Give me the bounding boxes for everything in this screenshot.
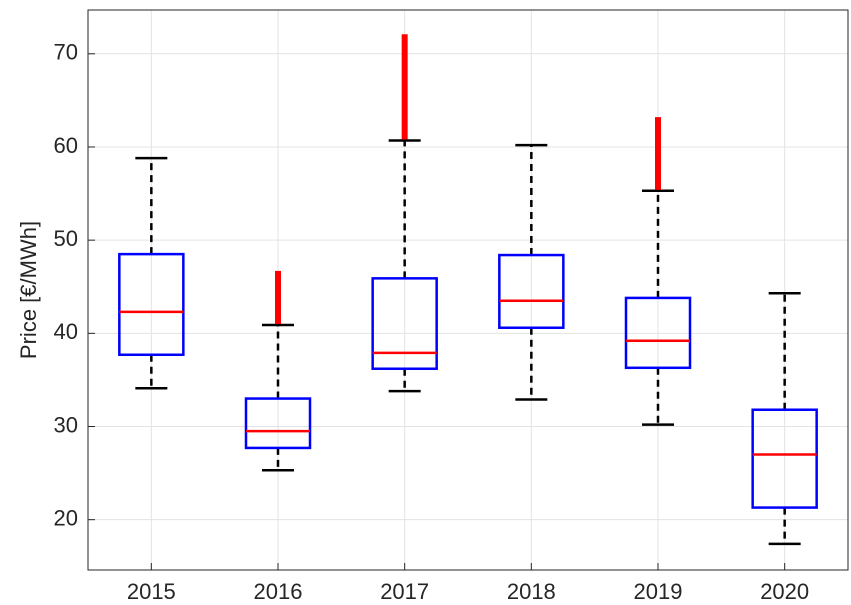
- y-tick-label: 50: [54, 226, 78, 251]
- box: [751, 408, 818, 509]
- x-tick-label: 2016: [254, 579, 303, 604]
- x-tick-label: 2015: [127, 579, 176, 604]
- box: [118, 252, 185, 357]
- box: [624, 296, 692, 370]
- box: [244, 397, 312, 450]
- y-tick-label: 70: [54, 40, 78, 65]
- y-tick-label: 60: [54, 133, 78, 158]
- box: [371, 277, 438, 370]
- y-tick-label: 40: [54, 319, 78, 344]
- x-tick-label: 2017: [380, 579, 429, 604]
- plot-frame: [87, 9, 849, 571]
- x-tick-label: 2019: [634, 579, 683, 604]
- y-tick-label: 20: [54, 505, 78, 530]
- x-tick-label: 2020: [760, 579, 809, 604]
- y-tick-label: 30: [54, 412, 78, 437]
- box: [498, 253, 565, 329]
- y-axis-label: Price [€/MWh]: [16, 221, 41, 359]
- x-tick-label: 2018: [507, 579, 556, 604]
